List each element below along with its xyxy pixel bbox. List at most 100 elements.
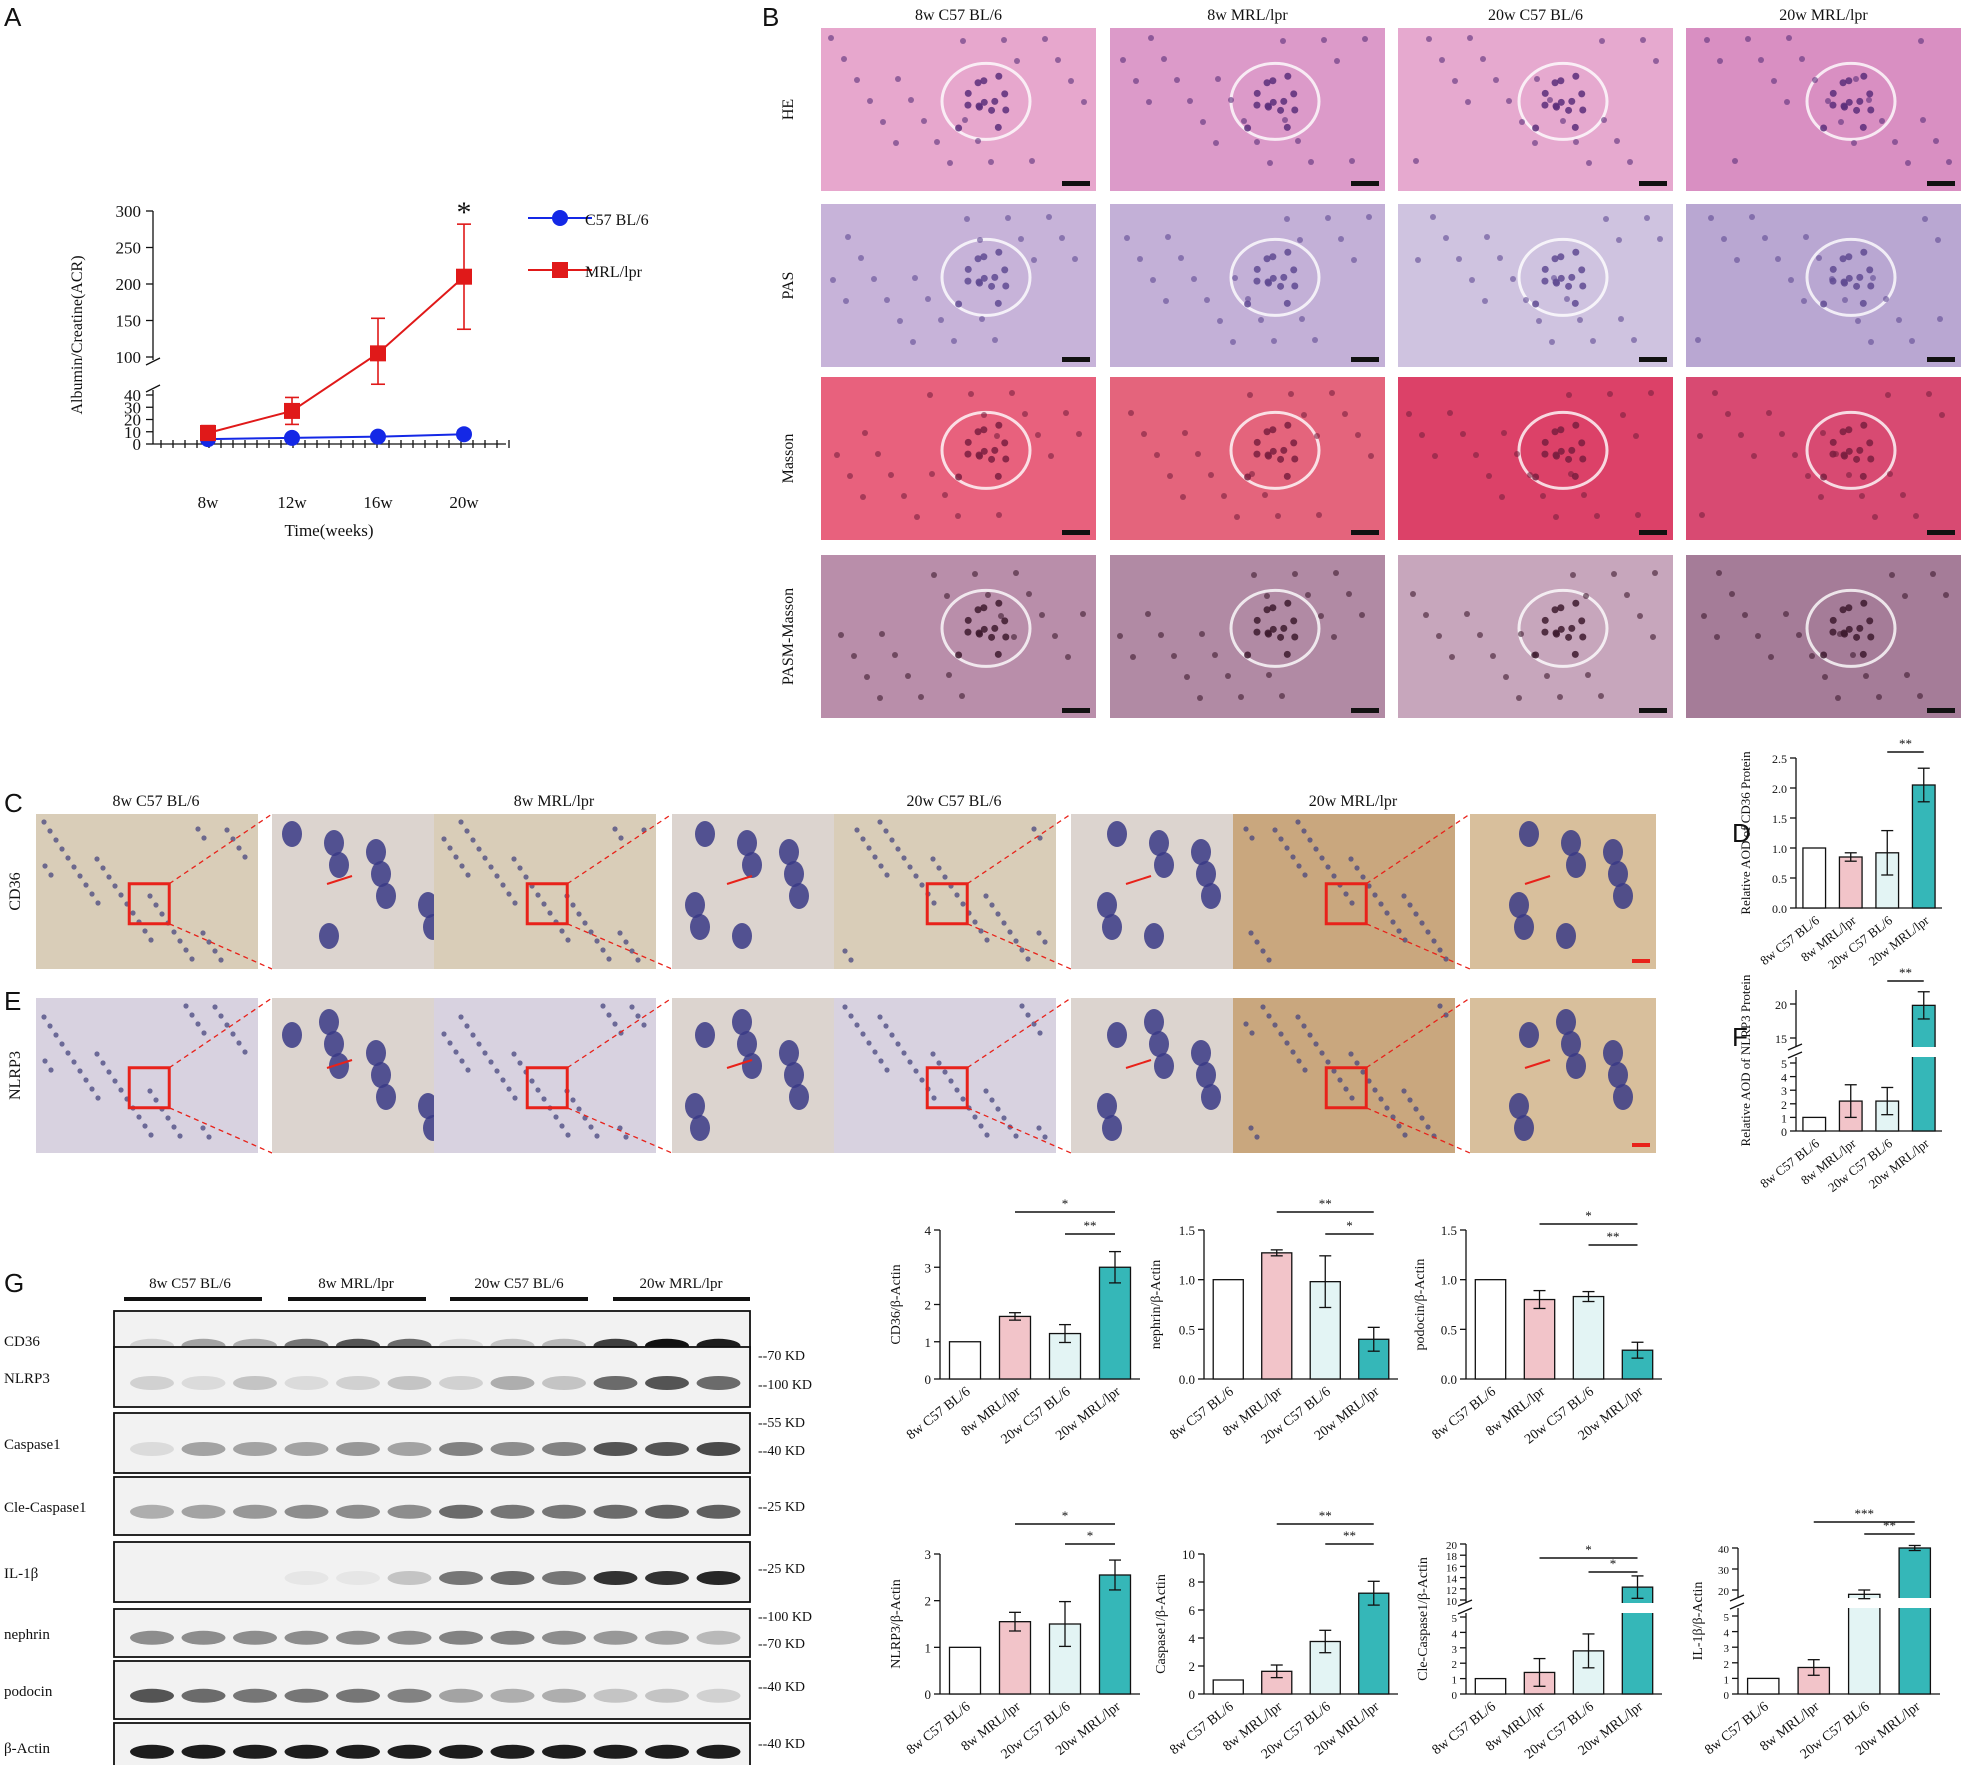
nucleus bbox=[871, 276, 877, 282]
protein-band bbox=[233, 1630, 277, 1645]
panel-letter-C: C bbox=[4, 788, 23, 818]
nucleus bbox=[1829, 265, 1837, 273]
scale-bar bbox=[1639, 708, 1667, 713]
nucleus bbox=[1244, 124, 1252, 132]
arrow-indicator bbox=[1524, 875, 1551, 885]
y-tick-label: 0.0 bbox=[1179, 1372, 1195, 1387]
y-tick-label: 0.0 bbox=[1441, 1372, 1457, 1387]
nucleus bbox=[623, 1134, 629, 1140]
nucleus bbox=[1158, 632, 1164, 638]
nucleus bbox=[1598, 693, 1604, 699]
mw-marker: --25 KD bbox=[758, 1562, 805, 1577]
nucleus bbox=[1553, 103, 1561, 111]
zoom-micrograph bbox=[272, 814, 458, 969]
ihc-grid: 8w C57 BL/6 8w MRL/lpr 20w C57 BL/6 20w MRL… bbox=[7, 793, 1656, 1154]
nucleus bbox=[1426, 36, 1432, 42]
nucleus bbox=[1002, 455, 1010, 463]
nucleus bbox=[1551, 428, 1559, 436]
nucleus bbox=[1920, 117, 1926, 123]
nucleus bbox=[53, 1032, 59, 1038]
series-line-0 bbox=[207, 433, 465, 441]
nucleus bbox=[1001, 617, 1009, 625]
protein-band bbox=[439, 1630, 483, 1645]
nucleus bbox=[1308, 159, 1314, 165]
nucleus bbox=[1704, 37, 1710, 43]
nucleus bbox=[955, 300, 963, 308]
nucleus bbox=[1835, 695, 1841, 701]
histology-grid: 8w C57 BL/6 8w MRL/lpr 20w C57 BL/6 20w MRL… bbox=[780, 7, 1961, 718]
nucleus bbox=[1841, 279, 1849, 287]
nucleus bbox=[893, 140, 899, 146]
nucleus bbox=[1853, 455, 1861, 463]
bar bbox=[1838, 856, 1863, 909]
nucleus bbox=[1784, 99, 1790, 105]
nucleus bbox=[459, 1058, 465, 1064]
nucleus bbox=[1253, 265, 1261, 273]
nucleus bbox=[913, 1068, 919, 1074]
nucleus bbox=[905, 673, 911, 679]
nucleus bbox=[1277, 455, 1285, 463]
nucleus bbox=[476, 846, 482, 852]
protein-band bbox=[284, 1744, 329, 1759]
nucleus bbox=[65, 1050, 71, 1056]
nucleus bbox=[1025, 956, 1031, 962]
protein-band bbox=[181, 1442, 226, 1456]
nucleus bbox=[1465, 99, 1471, 105]
zoom-nucleus bbox=[1561, 1031, 1581, 1057]
nucleus bbox=[1325, 864, 1331, 870]
nucleus bbox=[1154, 452, 1160, 458]
scale-bar bbox=[1639, 530, 1667, 535]
nucleus bbox=[1413, 1106, 1419, 1112]
legend-label: MRL/lpr bbox=[585, 264, 643, 281]
protein-band bbox=[645, 1744, 689, 1759]
nucleus bbox=[972, 919, 978, 925]
nucleus bbox=[1829, 616, 1837, 624]
protein-band bbox=[645, 1630, 689, 1645]
zoom-nucleus bbox=[690, 914, 710, 940]
nucleus bbox=[1519, 119, 1525, 125]
y-tick-label: 2 bbox=[925, 1594, 932, 1609]
nucleus bbox=[464, 828, 470, 834]
nucleus bbox=[955, 513, 961, 519]
zoom-nucleus bbox=[784, 861, 804, 887]
nucleus bbox=[1590, 338, 1596, 344]
nucleus bbox=[1892, 139, 1898, 145]
zoom-nucleus bbox=[1561, 830, 1581, 856]
nucleus bbox=[1331, 1068, 1337, 1074]
nucleus bbox=[1853, 76, 1859, 82]
nucleus bbox=[1779, 431, 1785, 437]
nucleus bbox=[989, 902, 995, 908]
zoom-connector bbox=[168, 923, 273, 970]
nucleus bbox=[453, 854, 459, 860]
nucleus bbox=[1946, 159, 1952, 165]
roi-box bbox=[127, 882, 171, 926]
nucleus bbox=[641, 1022, 647, 1028]
roi-box bbox=[1324, 1066, 1368, 1110]
arrow-indicator bbox=[1524, 1059, 1551, 1069]
protein-band bbox=[439, 1744, 483, 1759]
panel-letter-F: F bbox=[1732, 1022, 1748, 1052]
nucleus bbox=[600, 1003, 606, 1009]
nucleus bbox=[910, 339, 916, 345]
nucleus bbox=[1283, 299, 1291, 307]
nucleus bbox=[1557, 447, 1565, 455]
zoom-nucleus bbox=[324, 830, 344, 856]
nucleus bbox=[988, 633, 996, 641]
nucleus bbox=[570, 902, 576, 908]
nucleus bbox=[1557, 274, 1565, 282]
nucleus bbox=[1296, 863, 1302, 869]
nucleus bbox=[960, 901, 966, 907]
nucleus bbox=[1578, 90, 1586, 98]
y-axis-label: podocin/β-Actin bbox=[1413, 1259, 1428, 1351]
protein-band bbox=[439, 1571, 483, 1585]
nucleus bbox=[1348, 856, 1354, 862]
legend-label: C57 BL/6 bbox=[585, 212, 649, 229]
significance-label: ** bbox=[1343, 1528, 1356, 1543]
nucleus bbox=[1415, 257, 1421, 263]
nucleus bbox=[1037, 1030, 1043, 1036]
nucleus bbox=[1280, 446, 1288, 454]
nucleus bbox=[1359, 612, 1365, 618]
nucleus bbox=[1896, 317, 1902, 323]
bar bbox=[1746, 1677, 1780, 1695]
nucleus bbox=[1501, 430, 1507, 436]
